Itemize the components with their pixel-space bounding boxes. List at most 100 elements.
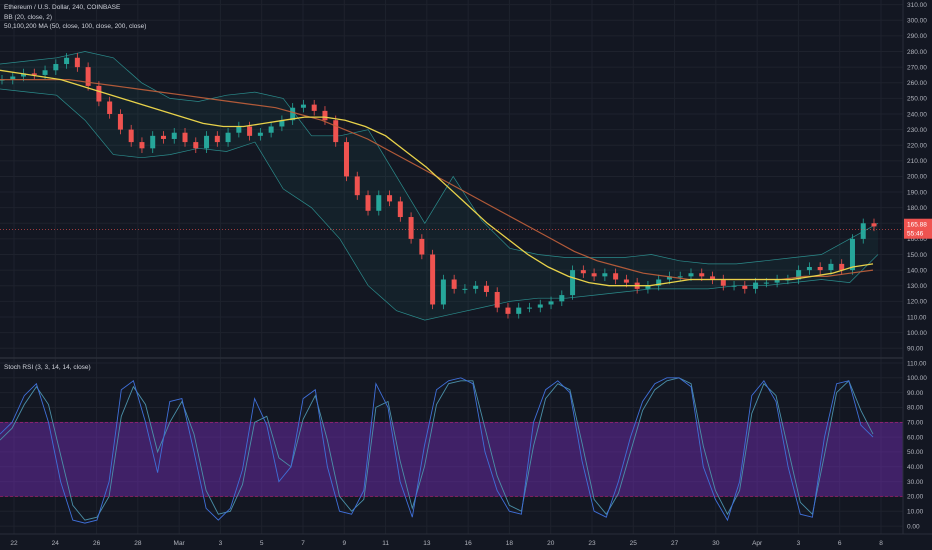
price-tick-label: 210.00 xyxy=(907,158,927,165)
candle-body xyxy=(516,307,522,314)
price-tick-label: 280.00 xyxy=(907,49,927,56)
price-tick-label: 260.00 xyxy=(907,80,927,87)
rsi-tick-label: 50.00 xyxy=(907,449,924,456)
last-price-box xyxy=(904,218,932,239)
candle-body xyxy=(602,273,608,277)
candle-body xyxy=(107,101,113,114)
time-tick-label: 9 xyxy=(342,540,346,547)
candle-body xyxy=(311,104,317,111)
time-tick-label: 22 xyxy=(10,540,18,547)
price-tick-label: 110.00 xyxy=(907,314,927,321)
candle-body xyxy=(419,238,425,255)
rsi-tick-label: 20.00 xyxy=(907,494,924,501)
candle-body xyxy=(763,282,769,284)
candle-body xyxy=(710,276,716,280)
rsi-axis: 110.00 100.00 90.00 80.00 70.00 60.00 50.00 40.… xyxy=(907,360,927,530)
candle-body xyxy=(268,126,274,133)
rsi-tick-label: 90.00 xyxy=(907,390,924,397)
bb-upper-line xyxy=(0,51,879,265)
rsi-tick-label: 60.00 xyxy=(907,434,924,441)
candle-body xyxy=(580,270,586,274)
time-tick-label: 23 xyxy=(588,540,596,547)
candle-body xyxy=(21,73,27,77)
price-tick-label: 130.00 xyxy=(907,283,927,290)
candle-body xyxy=(290,107,296,121)
last-price-value: 165.88 xyxy=(907,222,927,229)
candle-body xyxy=(591,273,597,277)
candle-body xyxy=(871,223,877,227)
time-tick-label: 25 xyxy=(630,540,638,547)
candle-body xyxy=(214,135,220,143)
candle-body xyxy=(74,57,80,68)
candle-body xyxy=(247,126,253,136)
price-tick-label: 120.00 xyxy=(907,299,927,306)
time-tick-label: 18 xyxy=(506,540,514,547)
candle-body xyxy=(160,135,166,139)
price-tick-label: 290.00 xyxy=(907,33,927,40)
rsi-tick-label: 100.00 xyxy=(907,375,927,382)
rsi-tick-label: 80.00 xyxy=(907,405,924,412)
candle-body xyxy=(505,307,511,314)
bar-countdown: 55:46 xyxy=(907,231,924,238)
candle-body xyxy=(139,142,145,149)
candle-body xyxy=(171,132,177,139)
candle-body xyxy=(494,291,500,308)
stoch-rsi-lines xyxy=(0,377,874,524)
candle-body xyxy=(742,285,748,289)
time-tick-label: 27 xyxy=(671,540,679,547)
time-tick-label: 3 xyxy=(219,540,223,547)
candle-body xyxy=(182,132,188,143)
candle-body xyxy=(408,217,414,239)
candle-body xyxy=(839,263,845,271)
candle-body xyxy=(656,279,662,286)
candle-body xyxy=(365,195,371,211)
candle-body xyxy=(623,279,629,283)
candle-body xyxy=(796,270,802,280)
rsi-tick-label: 70.00 xyxy=(907,420,924,427)
candle-body xyxy=(257,132,263,136)
candle-body xyxy=(483,285,489,292)
price-tick-label: 300.00 xyxy=(907,18,927,25)
ma-50-line xyxy=(0,69,874,287)
last-price-badge: 165.88 55:46 xyxy=(904,218,932,239)
candle-body xyxy=(10,76,16,80)
candle-body xyxy=(128,129,134,143)
price-tick-label: 160.00 xyxy=(907,236,927,243)
price-tick-label: 100.00 xyxy=(907,330,927,337)
rsi-tick-label: 0.00 xyxy=(907,523,920,530)
candle-body xyxy=(354,176,360,196)
candle-body xyxy=(527,307,533,309)
price-tick-label: 200.00 xyxy=(907,174,927,181)
candle-body xyxy=(537,304,543,308)
candle-body xyxy=(343,142,349,177)
candle-body xyxy=(397,201,403,218)
grid-lines xyxy=(0,0,903,534)
candle-body xyxy=(677,276,683,278)
time-tick-label: 13 xyxy=(423,540,431,547)
bb-fill xyxy=(0,51,878,321)
time-axis: 22 24 26 28 Mar 3 5 7 9 11 13 16 18 20 23 25 27 30 Apr 3 6 8 xyxy=(10,540,883,547)
price-tick-label: 220.00 xyxy=(907,143,927,150)
candle-body xyxy=(193,142,199,149)
price-tick-label: 310.00 xyxy=(907,2,927,9)
price-tick-label: 250.00 xyxy=(907,96,927,103)
time-tick-label: 5 xyxy=(260,540,264,547)
price-tick-label: 190.00 xyxy=(907,189,927,196)
rsi-tick-label: 30.00 xyxy=(907,479,924,486)
candle-body xyxy=(300,104,306,108)
time-tick-label: 24 xyxy=(52,540,60,547)
candle-body xyxy=(117,113,123,130)
price-tick-label: 180.00 xyxy=(907,205,927,212)
candle-body xyxy=(720,279,726,286)
price-tick-label: 230.00 xyxy=(907,127,927,134)
time-tick-label: 30 xyxy=(712,540,720,547)
candle-body xyxy=(699,273,705,277)
candle-body xyxy=(322,110,328,121)
rsi-tick-label: 40.00 xyxy=(907,464,924,471)
candle-body xyxy=(806,267,812,271)
candle-body xyxy=(828,263,834,271)
candle-body xyxy=(31,73,37,75)
candle-body xyxy=(85,67,91,86)
price-tick-label: 90.00 xyxy=(907,345,924,352)
